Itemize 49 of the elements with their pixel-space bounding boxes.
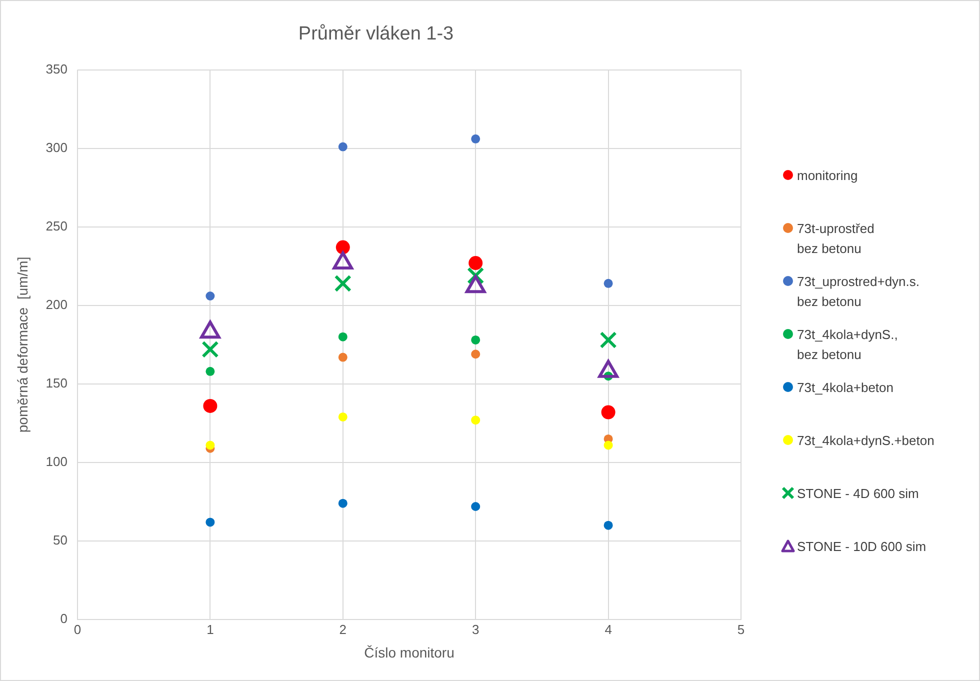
point bbox=[604, 278, 613, 288]
point bbox=[471, 502, 480, 511]
y-tick-label: 0 bbox=[60, 611, 68, 626]
point bbox=[336, 240, 350, 254]
legend-label: STONE - 4D 600 sim bbox=[797, 485, 919, 503]
x-tick-label: 0 bbox=[74, 622, 82, 637]
point bbox=[206, 518, 215, 527]
point bbox=[471, 134, 480, 144]
x-axis-title: Číslo monitoru bbox=[364, 644, 454, 660]
x-tick-label: 2 bbox=[339, 622, 347, 637]
legend-label: monitoring bbox=[797, 167, 858, 185]
point bbox=[471, 416, 480, 425]
legend-label: 73t-uprostřed bez betonu bbox=[797, 220, 874, 258]
legend-label: 73t_uprostred+dyn.s. bez betonu bbox=[797, 273, 920, 311]
legend-label: 73t_4kola+beton bbox=[797, 379, 894, 397]
y-tick-label: 100 bbox=[46, 454, 68, 470]
point bbox=[334, 274, 352, 292]
x-tick-label: 1 bbox=[206, 622, 214, 637]
x-tick-label: 5 bbox=[737, 622, 745, 637]
point bbox=[604, 520, 613, 530]
point bbox=[600, 331, 617, 349]
point bbox=[338, 412, 348, 422]
point bbox=[206, 440, 215, 450]
legend-label: 73t_4kola+dynS., bez betonu bbox=[797, 326, 898, 364]
y-tick-label: 350 bbox=[46, 61, 68, 76]
point bbox=[471, 335, 480, 344]
chart-title: Průměr vláken 1-3 bbox=[298, 24, 454, 45]
point bbox=[338, 332, 348, 342]
y-tick-label: 150 bbox=[46, 376, 68, 391]
y-tick-label: 250 bbox=[46, 218, 68, 234]
y-axis-title: poměrná deformace [um/m] bbox=[14, 256, 30, 433]
point bbox=[468, 256, 483, 270]
point bbox=[471, 350, 480, 359]
point bbox=[604, 440, 613, 450]
y-tick-label: 300 bbox=[46, 140, 68, 155]
legend-label: STONE - 10D 600 sim bbox=[797, 538, 926, 556]
point bbox=[338, 498, 348, 508]
point bbox=[338, 142, 348, 152]
point bbox=[601, 405, 616, 420]
point bbox=[202, 340, 219, 358]
legend-label: 73t_4kola+dynS.+beton bbox=[797, 432, 934, 450]
x-tick-label: 4 bbox=[604, 622, 612, 637]
point bbox=[206, 366, 215, 376]
y-tick-label: 50 bbox=[53, 532, 68, 548]
x-tick-label: 3 bbox=[472, 622, 480, 637]
point bbox=[203, 398, 218, 413]
point bbox=[206, 292, 215, 301]
point bbox=[338, 352, 348, 362]
y-tick-label: 200 bbox=[46, 297, 68, 312]
